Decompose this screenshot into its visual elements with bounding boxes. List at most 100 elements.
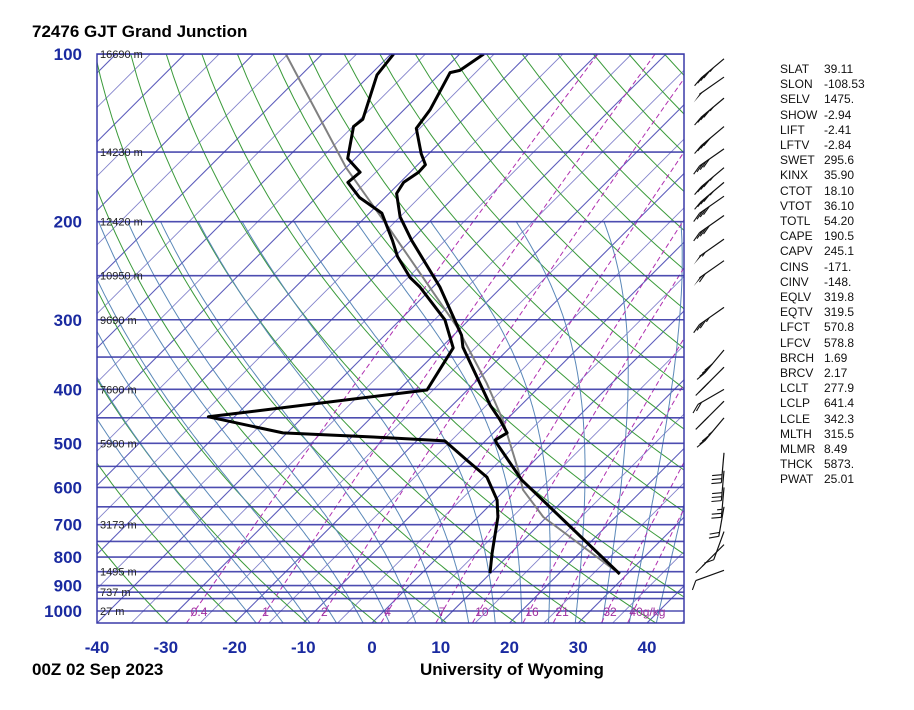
temperature-tick-label: 30 — [569, 638, 588, 657]
moist-adiabat-line — [127, 221, 390, 623]
mixing-ratio-label: 1 — [262, 605, 269, 619]
wind-barb — [695, 400, 725, 430]
height-label: 14230 m — [100, 147, 143, 159]
index-label: SHOW — [780, 107, 818, 122]
wind-barb — [696, 349, 725, 380]
index-row: SLON -108.53 — [780, 77, 865, 92]
moist-adiabat-line — [97, 376, 284, 623]
wind-barb — [693, 148, 725, 175]
index-value: -2.41 — [824, 122, 852, 137]
isotherm-line — [97, 54, 254, 212]
index-label: LFTV — [780, 138, 810, 153]
wind-barb — [711, 487, 725, 519]
dry-adiabat-line — [97, 187, 447, 623]
index-label: LCLT — [780, 381, 809, 396]
pressure-tick-label: 800 — [54, 548, 82, 567]
index-label: LCLP — [780, 396, 811, 411]
index-value: 319.8 — [824, 290, 855, 305]
index-row: SELV 1475. — [780, 92, 865, 107]
index-row: LFCV 578.8 — [780, 336, 865, 351]
index-label: MLMR — [780, 442, 816, 457]
dry-adiabat-line — [236, 54, 684, 555]
index-value: 578.8 — [824, 335, 855, 350]
isotherm-line — [543, 482, 684, 623]
wind-barb — [695, 366, 725, 396]
index-value: -148. — [824, 274, 852, 289]
dry-adiabat-line — [97, 542, 168, 623]
index-row: PWAT 25.01 — [780, 472, 865, 487]
wind-barb — [693, 306, 725, 334]
height-label: 9690 m — [100, 315, 137, 327]
index-label: PWAT — [780, 472, 814, 487]
index-value: -2.94 — [824, 107, 852, 122]
isotherm-line — [268, 207, 684, 623]
index-label: EQTV — [780, 305, 813, 320]
wind-barb — [693, 215, 725, 242]
isotherm-line — [97, 54, 564, 521]
index-row: THCK 5873. — [780, 457, 865, 472]
wind-barb — [693, 195, 725, 222]
isotherm-line — [234, 172, 684, 623]
index-label: TOTL — [780, 214, 811, 229]
moist-adiabat-line — [98, 221, 364, 623]
index-label: LCLE — [780, 411, 811, 426]
observation-time: 00Z 02 Sep 2023 — [32, 660, 164, 679]
dry-adiabat-line — [97, 462, 238, 623]
height-label: 737 m — [100, 587, 131, 599]
index-value: 319.5 — [824, 305, 855, 320]
pressure-tick-label: 200 — [54, 213, 82, 232]
index-value: 190.5 — [824, 229, 855, 244]
mixing-ratio-label: 16 — [525, 605, 539, 619]
isotherm-line — [97, 54, 220, 177]
temperature-tick-label: -40 — [85, 638, 110, 657]
height-label: 7600 m — [100, 384, 137, 396]
dry-adiabat-line — [592, 54, 684, 154]
index-label: THCK — [780, 457, 813, 472]
temperature-tick-label: -10 — [291, 638, 316, 657]
wind-barb — [694, 167, 725, 195]
dry-adiabat-line — [379, 54, 684, 390]
mixing-ratio-label: 32 — [603, 605, 617, 619]
wind-barb — [694, 97, 725, 126]
station-title: 72476 GJT Grand Junction — [32, 22, 248, 41]
pressure-tick-label: 1000 — [44, 602, 82, 621]
index-row: SLAT 39.11 — [780, 62, 865, 77]
index-label: SLAT — [780, 62, 810, 76]
isotherm-line — [97, 54, 426, 384]
index-value: 1.69 — [824, 350, 848, 365]
index-label: BRCV — [780, 366, 814, 381]
index-value: 277.9 — [824, 381, 855, 396]
wind-barb — [692, 388, 725, 414]
mixing-ratio-line — [522, 337, 684, 623]
index-value: 570.8 — [824, 320, 855, 335]
index-row: CAPV 245.1 — [780, 244, 865, 259]
isotherm-line — [97, 54, 117, 74]
temperature-tick-label: -20 — [222, 638, 247, 657]
parcel-line — [284, 54, 621, 575]
mixing-ratio-line — [472, 266, 684, 623]
index-row: BRCH 1.69 — [780, 351, 865, 366]
index-row: SHOW -2.94 — [780, 108, 865, 123]
isotherm-line — [97, 54, 667, 623]
wind-barbs — [691, 58, 725, 591]
wind-barb — [693, 238, 725, 265]
pressure-tick-label: 100 — [54, 45, 82, 64]
wind-barb — [693, 260, 725, 287]
pressure-tick-label: 400 — [54, 380, 82, 399]
moist-adiabat-line — [241, 221, 470, 623]
pressure-tick-label: 700 — [54, 516, 82, 535]
isotherm-line — [97, 54, 392, 349]
isotherm-line — [97, 54, 289, 246]
dry-adiabat-line — [343, 54, 684, 430]
height-label: 3173 m — [100, 520, 137, 532]
wind-barb — [696, 417, 725, 448]
index-row: LIFT -2.41 — [780, 123, 865, 138]
index-value: 54.20 — [824, 214, 855, 229]
isotherm-line — [0, 54, 82, 623]
dry-adiabat-line — [97, 378, 308, 623]
temperature-line — [395, 54, 621, 576]
mixing-ratio-label: 4 — [384, 605, 391, 619]
dry-adiabat-line — [272, 54, 684, 513]
mixing-ratio-label: 7 — [439, 605, 446, 619]
